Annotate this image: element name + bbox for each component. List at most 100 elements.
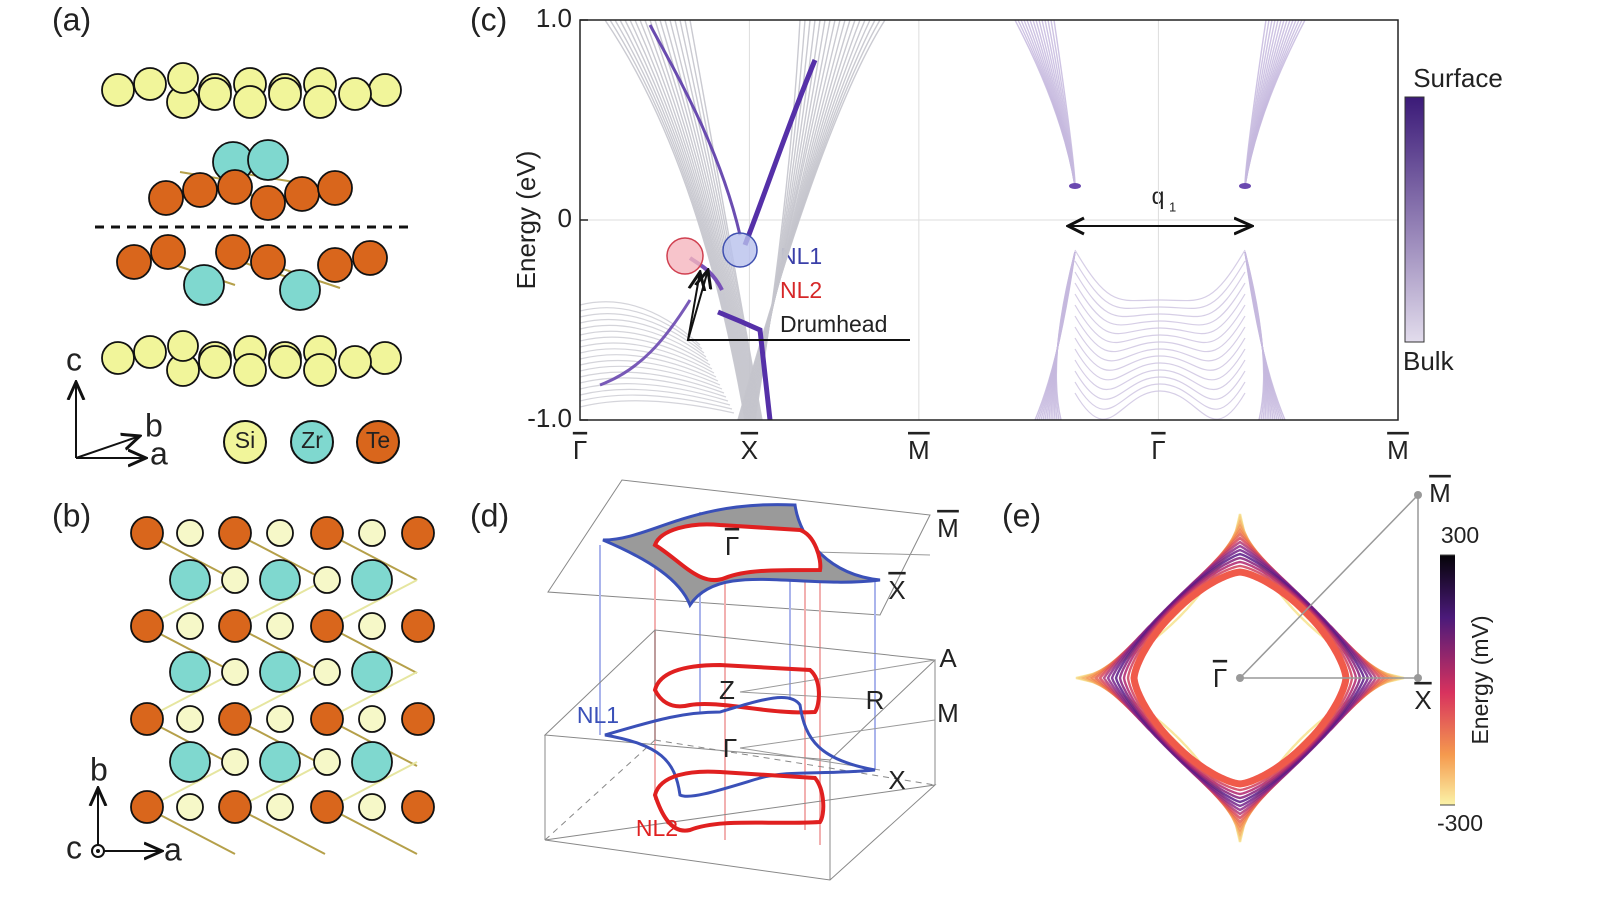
atom	[338, 345, 372, 379]
colorbar-label: Bulk	[1403, 346, 1455, 376]
atom	[169, 741, 211, 783]
bond	[326, 532, 418, 581]
atom	[303, 353, 337, 387]
colorbar-tick-label: 300	[1441, 522, 1479, 548]
band-curve	[579, 371, 725, 394]
band-tip	[1239, 183, 1251, 189]
atom	[169, 651, 211, 693]
x-tick-label: Γ	[1151, 435, 1165, 465]
band-curve	[1074, 293, 1246, 335]
atom	[176, 705, 204, 733]
node-marker	[666, 237, 704, 275]
plot-frame	[579, 19, 1399, 421]
atom	[401, 790, 435, 824]
panel-label: (b)	[52, 497, 91, 533]
band-curve	[579, 330, 711, 366]
band-curve	[579, 336, 713, 370]
point-label: R	[866, 685, 885, 715]
x-tick-label: Γ	[573, 435, 587, 465]
atom	[167, 330, 199, 362]
annotation: 1	[1169, 199, 1176, 214]
point-label: M	[1429, 478, 1451, 508]
atom	[358, 612, 386, 640]
band-curve	[1074, 271, 1246, 318]
plane	[547, 479, 931, 616]
guide-line	[739, 659, 936, 693]
annotation: NL2	[780, 277, 822, 303]
bond	[326, 625, 418, 674]
atom	[279, 269, 321, 311]
point-label: X	[1414, 685, 1431, 715]
nodal-line-projection	[652, 522, 823, 582]
point-label: Γ	[723, 733, 737, 763]
band-curve	[1074, 326, 1246, 362]
atom	[338, 77, 372, 111]
box-edge	[654, 739, 936, 786]
x-tick-label: M	[1387, 435, 1409, 465]
atom	[313, 658, 341, 686]
atom	[130, 609, 164, 643]
band-curve	[654, 19, 756, 421]
x-tick-label: X	[741, 435, 758, 465]
band-curve	[1074, 249, 1246, 302]
atom	[217, 169, 253, 205]
atom	[401, 609, 435, 643]
box-edge	[544, 739, 656, 841]
legend-swatch	[290, 420, 334, 464]
atom	[317, 170, 353, 206]
band-curve	[579, 318, 707, 358]
band-curve	[599, 299, 692, 387]
contour	[1126, 564, 1354, 792]
atom	[250, 185, 286, 221]
panel-label: (c)	[470, 1, 507, 37]
band-curve	[609, 19, 747, 421]
atom	[130, 516, 164, 550]
band-curve	[639, 19, 753, 421]
axis-label: b	[90, 751, 108, 787]
atom	[150, 234, 186, 270]
panel-label: (e)	[1002, 497, 1041, 533]
band-curve	[649, 19, 755, 421]
atom	[169, 559, 211, 601]
band-curve	[579, 342, 715, 374]
annotation: Drumhead	[780, 311, 887, 337]
atom	[259, 741, 301, 783]
bz-point	[1414, 491, 1422, 499]
band-curve	[1074, 260, 1246, 310]
atom	[351, 741, 393, 783]
axis-dot	[96, 849, 100, 853]
x-tick-label: M	[908, 435, 930, 465]
band-curve	[1074, 315, 1246, 353]
nodal-line	[652, 769, 826, 833]
atom	[358, 705, 386, 733]
point-label: M	[937, 698, 959, 728]
box-face	[544, 784, 937, 881]
band-curve	[579, 301, 701, 346]
atom	[218, 702, 252, 736]
atom	[176, 612, 204, 640]
atom	[215, 234, 251, 270]
atom	[313, 566, 341, 594]
band-curve	[579, 400, 735, 414]
nodal-line	[652, 662, 821, 715]
band-curve	[579, 394, 733, 410]
atom	[368, 73, 402, 107]
bond	[326, 806, 418, 855]
atom	[310, 790, 344, 824]
panel-c: (c) Energy (eV) Surface Bulk NL1 NL2 Dru…	[470, 1, 1503, 464]
atom	[259, 651, 301, 693]
atom	[130, 790, 164, 824]
atom	[268, 77, 302, 111]
atom	[133, 67, 167, 101]
band-curve	[579, 383, 729, 402]
band-curve	[1053, 19, 1076, 187]
bond	[234, 532, 326, 581]
atom	[358, 519, 386, 547]
point-label: M	[937, 513, 959, 543]
atom	[218, 790, 252, 824]
y-tick-label: 0	[558, 203, 572, 233]
axis-arrow	[75, 436, 140, 459]
atom	[182, 172, 218, 208]
band-curve	[604, 19, 746, 421]
